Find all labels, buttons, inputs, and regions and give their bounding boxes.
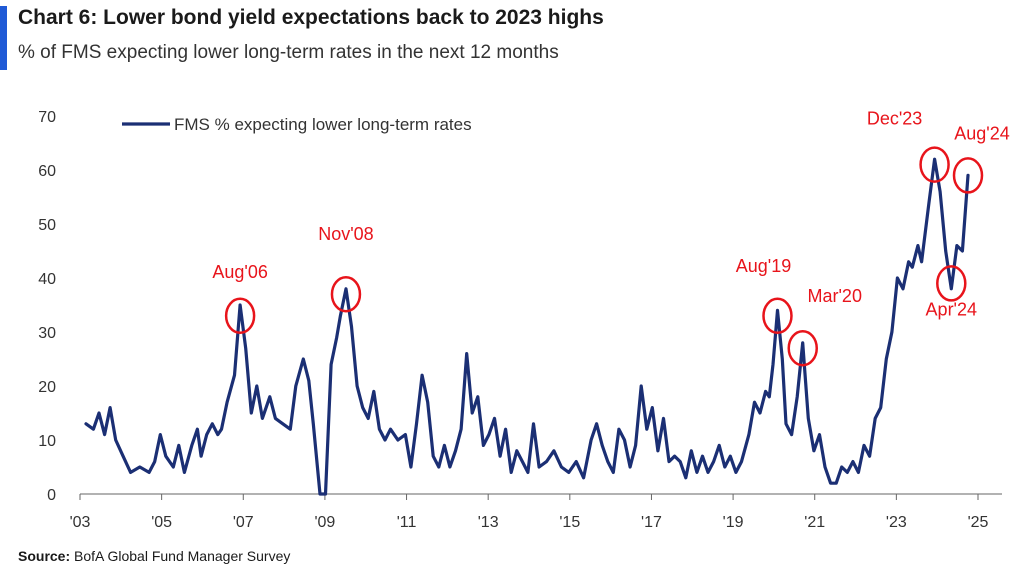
y-tick-label: 20 [38, 379, 56, 396]
annotation-label: Aug'24 [954, 123, 1010, 143]
x-tick-label: '09 [314, 514, 335, 531]
y-tick-label: 60 [38, 163, 56, 180]
chart-axes: 0 10 20 30 40 50 60 70 '03 '05 '07 '09 '11 '13 '15 '17 '… [38, 109, 1002, 531]
x-tick-label: '05 [151, 514, 172, 531]
chart-legend: FMS % expecting lower long-term rates [122, 115, 472, 134]
x-tick-label: '03 [70, 514, 91, 531]
source-label: Source: [18, 548, 71, 564]
legend-label: FMS % expecting lower long-term rates [174, 115, 472, 134]
x-tick-label: '15 [559, 514, 580, 531]
y-tick-label: 40 [38, 271, 56, 288]
y-tick-label: 0 [47, 487, 56, 504]
x-tick-label: '13 [478, 514, 499, 531]
x-tick-label: '21 [804, 514, 825, 531]
x-tick-label: '19 [723, 514, 744, 531]
annotation-circle [952, 157, 984, 194]
chart-annotations: Aug'06 Nov'08 Aug'19 Mar'20 Dec'23 Apr'24 Aug'… [212, 109, 1010, 367]
x-tick-label: '17 [641, 514, 662, 531]
series-line [84, 157, 970, 496]
x-tick-label: '11 [397, 514, 417, 531]
annotation-circle [919, 146, 950, 183]
y-tick-label: 50 [38, 217, 56, 234]
title-accent-bar [0, 6, 7, 70]
annotation-label: Aug'19 [736, 256, 792, 276]
annotation-label: Dec'23 [867, 109, 922, 129]
annotation-circle [936, 265, 967, 302]
x-tick-label: '23 [886, 514, 907, 531]
chart-title: Chart 6: Lower bond yield expectations b… [18, 6, 604, 29]
annotation-circle [224, 297, 256, 335]
annotation-circle [787, 329, 818, 367]
annotation-label: Aug'06 [212, 262, 268, 282]
x-tick-label: '25 [968, 514, 989, 531]
annotation-circle [762, 297, 793, 335]
y-tick-label: 30 [38, 325, 56, 342]
y-tick-label: 10 [38, 433, 56, 450]
source-note: Source: BofA Global Fund Manager Survey [18, 548, 290, 564]
annotation-label: Nov'08 [318, 224, 373, 244]
annotation-label: Mar'20 [808, 286, 862, 306]
annotation-circle [330, 275, 362, 313]
annotation-label: Apr'24 [926, 299, 977, 319]
chart-subtitle: % of FMS expecting lower long-term rates… [18, 42, 559, 63]
chart-series [84, 157, 970, 496]
x-tick-label: '07 [233, 514, 254, 531]
y-tick-label: 70 [38, 109, 56, 126]
source-text: BofA Global Fund Manager Survey [74, 548, 291, 564]
